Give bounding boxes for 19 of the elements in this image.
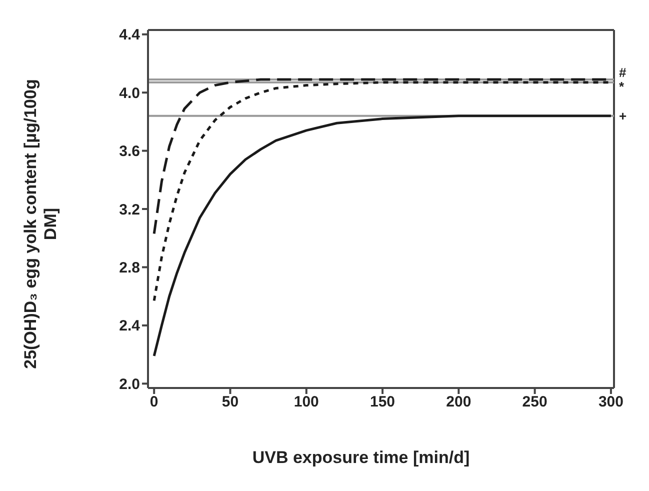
y-tick-label: 3.6 (119, 143, 140, 160)
ref-line-label: # (619, 65, 627, 80)
x-tick-label: 50 (222, 394, 239, 411)
x-tick-label: 250 (522, 394, 548, 411)
x-tick-label: 200 (446, 394, 472, 411)
x-tick-label: 150 (370, 394, 396, 411)
x-tick-label: 300 (598, 394, 624, 411)
ref-line-label: * (619, 79, 625, 94)
x-tick-label: 100 (294, 394, 319, 411)
x-axis-title: UVB exposure time [min/d] (251, 448, 471, 468)
y-axis-title: 25(OH)D₃ egg yolk content [µg/100g DM] (21, 78, 61, 371)
y-tick-label: 2.0 (119, 376, 140, 393)
y-tick-label: 4.4 (119, 26, 141, 44)
y-tick-label: 2.4 (119, 318, 141, 335)
ref-line-label: + (619, 108, 627, 124)
y-tick-label: 4.0 (119, 84, 140, 102)
y-tick-label: 3.2 (119, 201, 140, 218)
y-tick-label: 2.8 (119, 260, 140, 277)
x-tick-label: 0 (150, 394, 158, 411)
